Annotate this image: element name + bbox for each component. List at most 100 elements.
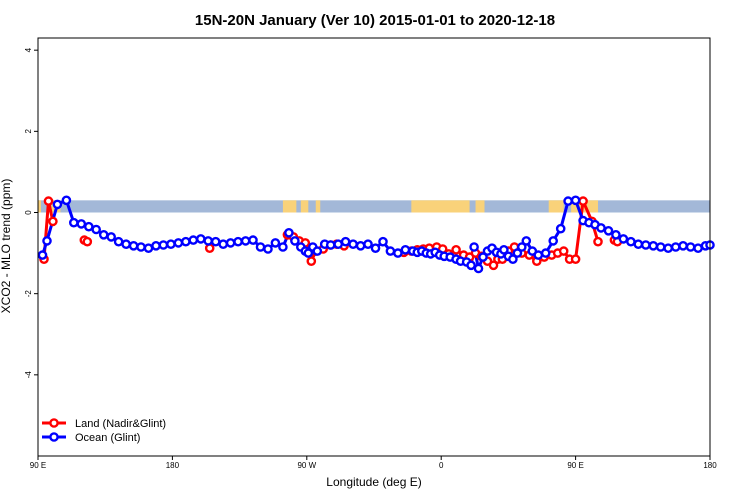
land-data-point [488,260,499,271]
ocean-data-point [278,242,288,252]
ocean-data-point [52,199,63,210]
ocean-data-point [508,254,518,265]
land-data-point [451,244,461,255]
x-tick-label: 180 [166,461,180,470]
ocean-data-point [121,239,131,249]
ocean-data-point [641,240,651,250]
ocean-data-point [355,240,366,251]
ocean-data-point [400,244,411,255]
ocean-data-point [678,240,688,251]
ocean-data-point [195,234,206,244]
ocean-data-point [596,223,606,233]
land-data-point [593,236,603,247]
land-data-point [578,196,588,206]
ocean-data-point [363,239,373,249]
map-land-patch [38,200,41,213]
legend-land-marker [49,418,59,428]
y-axis-label: XCO2 - MLO trend (ppm) [0,179,13,314]
ocean-data-point [570,195,581,206]
legend-land-label: Land (Nadir&Glint) [75,418,166,430]
ocean-data-point [517,242,527,252]
ocean-data-point [136,242,146,252]
ocean-data-point [466,260,476,271]
y-tick-label: -4 [24,371,33,379]
map-land-patch [475,200,485,213]
plot-frame [37,37,711,457]
ocean-data-point [312,246,323,256]
map-land-patch [315,200,321,213]
legend-ocean-marker [49,432,59,442]
ocean-data-point [248,235,258,245]
ocean-data-point [603,225,614,236]
land-data-point [204,243,215,253]
x-tick-label: 90 E [567,461,583,470]
ocean-data-point [340,236,351,247]
ocean-data-point [270,238,281,248]
land-data-point [43,196,54,206]
land-data-point [82,236,93,247]
ocean-data-point [91,224,101,235]
ocean-data-point [611,229,621,240]
ocean-data-point [84,221,94,232]
ocean-data-point [290,236,300,246]
ocean-data-point [158,240,169,250]
y-tick-label: 0 [24,210,33,215]
ocean-data-point [555,223,566,234]
y-axis: 4 2 0 -2 -4 [24,47,38,378]
map-strip [38,200,710,213]
ocean-data-point [233,236,243,247]
ocean-data-point [218,239,228,249]
y-tick-label: -2 [24,290,33,298]
ocean-data-point [61,195,72,206]
ocean-data-point [240,236,251,246]
ocean-data-point [98,229,109,240]
ocean-data-point [348,239,358,249]
ocean-data-point [512,248,523,258]
ocean-data-point [166,239,176,249]
x-axis-label: Longitude (deg E) [326,475,421,489]
chart-title: 15N-20N January (Ver 10) 2015-01-01 to 2… [195,12,555,29]
ocean-data-point [469,242,479,252]
ocean-data-point [284,227,294,238]
ocean-data-point [633,239,644,249]
ocean-data-point [540,248,551,258]
ocean-data-point [548,236,559,246]
map-ocean-band [38,200,710,213]
ocean-data-point [255,242,266,252]
x-tick-label: 0 [439,461,444,470]
x-axis: 90 E 180 90 W 0 90 E 180 [30,456,717,470]
ocean-data-point [263,244,273,254]
ocean-data-point [663,243,674,253]
ocean-data-point [393,248,403,258]
map-land-patch [300,200,309,213]
ocean-data-point [370,243,381,253]
legend: Land (Nadir&Glint) Ocean (Glint) [42,418,166,444]
ocean-data-point [188,235,199,245]
x-tick-label: 90 W [297,461,316,470]
ocean-data-point [325,240,336,250]
x-tick-label: 90 E [30,461,46,470]
land-data-point [48,216,58,227]
y-tick-label: 4 [24,47,33,52]
y-tick-label: 2 [24,129,33,134]
ocean-data-point [210,236,221,247]
map-land-patch [411,200,470,213]
ocean-data-point [180,236,191,247]
land-data-point [570,254,581,265]
ocean-data-point [128,240,139,251]
land-data-point [558,246,569,256]
ocean-data-point [173,238,184,248]
ocean-data-point [378,236,388,247]
ocean-data-point [151,240,161,251]
x-tick-label: 180 [703,461,717,470]
ocean-data-point [106,232,116,242]
map-land-patch [282,200,297,213]
legend-ocean-label: Ocean (Glint) [75,432,140,444]
ocean-data-point [37,250,48,260]
ocean-data-point [225,238,236,248]
ocean-data-point [69,217,79,228]
ocean-data-point [563,196,573,206]
ocean-data-point [693,243,703,253]
ocean-data-point [685,242,696,252]
